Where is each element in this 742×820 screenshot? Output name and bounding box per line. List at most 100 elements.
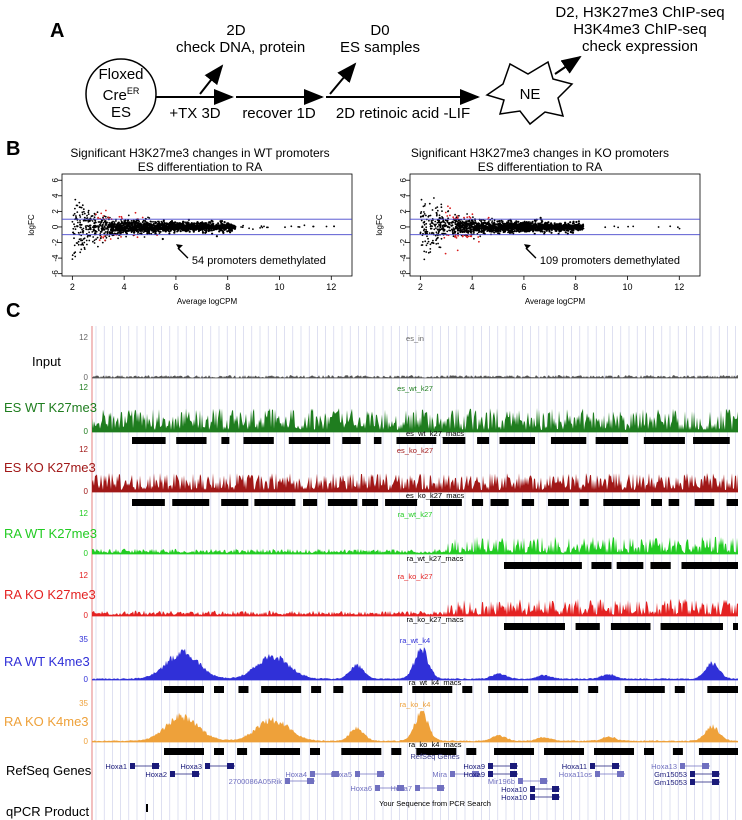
data-point: [521, 229, 524, 232]
data-point: [72, 214, 75, 217]
data-point: [174, 226, 177, 229]
macs-peak: [176, 437, 207, 444]
data-point: [154, 232, 157, 235]
data-point: [125, 235, 127, 238]
data-point: [222, 223, 226, 226]
data-point: [547, 226, 550, 229]
data-point: [227, 222, 230, 225]
data-point: [440, 206, 443, 209]
branch-d0-line1: D0: [370, 22, 390, 39]
data-point: [168, 232, 171, 235]
data-point: [540, 228, 543, 231]
data-point: [87, 225, 90, 228]
data-point: [163, 223, 166, 226]
macs-peak: [412, 686, 453, 693]
data-point: [604, 226, 607, 229]
data-point: [454, 213, 456, 216]
data-point: [91, 231, 94, 233]
data-point: [485, 223, 488, 226]
data-point: [500, 226, 503, 229]
data-point: [127, 224, 130, 227]
data-point: [496, 226, 499, 229]
data-point: [461, 235, 464, 238]
start-cell-line1: Floxed: [98, 66, 144, 83]
data-point: [75, 242, 78, 244]
data-point: [78, 206, 81, 209]
data-point: [446, 226, 449, 228]
data-point: [459, 229, 462, 232]
data-point: [546, 224, 549, 227]
data-point: [440, 221, 443, 223]
data-point: [210, 219, 213, 222]
data-point: [144, 219, 146, 222]
data-point: [446, 215, 449, 217]
data-point: [486, 226, 489, 229]
data-point: [435, 227, 437, 229]
data-point: [124, 219, 127, 222]
data-point: [427, 237, 429, 240]
macs-peak: [548, 499, 569, 506]
data-point: [632, 225, 635, 228]
data-point: [430, 227, 433, 230]
data-point: [83, 210, 85, 213]
data-point: [204, 222, 207, 225]
plot2-subtitle: ES differentiation to RA: [477, 160, 603, 174]
data-point: [483, 221, 487, 224]
data-point: [564, 224, 567, 227]
y-tick-label: -6: [399, 270, 408, 278]
data-point: [176, 225, 180, 228]
data-point: [518, 230, 521, 233]
data-point: [160, 227, 163, 230]
data-point: [76, 211, 79, 213]
data-point: [523, 224, 526, 227]
data-point: [432, 239, 434, 242]
data-point: [79, 231, 82, 234]
data-point: [433, 228, 436, 231]
data-point: [104, 226, 106, 229]
data-point: [537, 229, 540, 232]
data-point: [119, 226, 123, 229]
macs-title: ra_wt_k27_macs: [407, 554, 464, 563]
data-point: [457, 219, 460, 222]
data-point: [210, 223, 213, 226]
x-tick-label: 10: [274, 282, 284, 292]
data-point: [429, 243, 432, 246]
data-point: [157, 220, 159, 223]
data-point: [217, 222, 220, 225]
data-point: [540, 221, 543, 224]
macs-peak: [172, 499, 210, 506]
data-point: [150, 232, 153, 235]
data-point: [548, 229, 551, 232]
data-point: [93, 224, 95, 227]
y-tick-label: 0: [51, 224, 60, 229]
data-point: [233, 226, 235, 229]
data-point: [156, 229, 160, 232]
data-point: [138, 220, 140, 223]
data-point: [424, 230, 427, 233]
macs-peak: [462, 686, 473, 693]
gene-label: Hoxa10: [501, 785, 527, 794]
data-point: [505, 226, 508, 230]
data-point: [161, 225, 164, 228]
data-point: [95, 221, 97, 224]
data-point: [167, 225, 171, 228]
data-point: [425, 251, 428, 253]
data-point: [162, 228, 165, 231]
data-point: [107, 216, 110, 219]
data-point: [303, 224, 306, 227]
data-point: [570, 224, 573, 227]
data-point: [472, 230, 475, 233]
macs-peak: [693, 437, 730, 444]
data-point: [557, 228, 560, 231]
data-point: [429, 214, 432, 217]
data-point: [207, 223, 210, 226]
macs-peak: [651, 499, 662, 506]
data-point: [534, 222, 537, 225]
macs-title: ra_ko_k4_macs: [409, 740, 462, 749]
data-point: [74, 207, 76, 210]
data-point: [325, 225, 328, 228]
data-point: [463, 230, 466, 233]
data-point: [569, 221, 572, 224]
data-point: [105, 209, 107, 212]
data-point: [126, 232, 128, 235]
